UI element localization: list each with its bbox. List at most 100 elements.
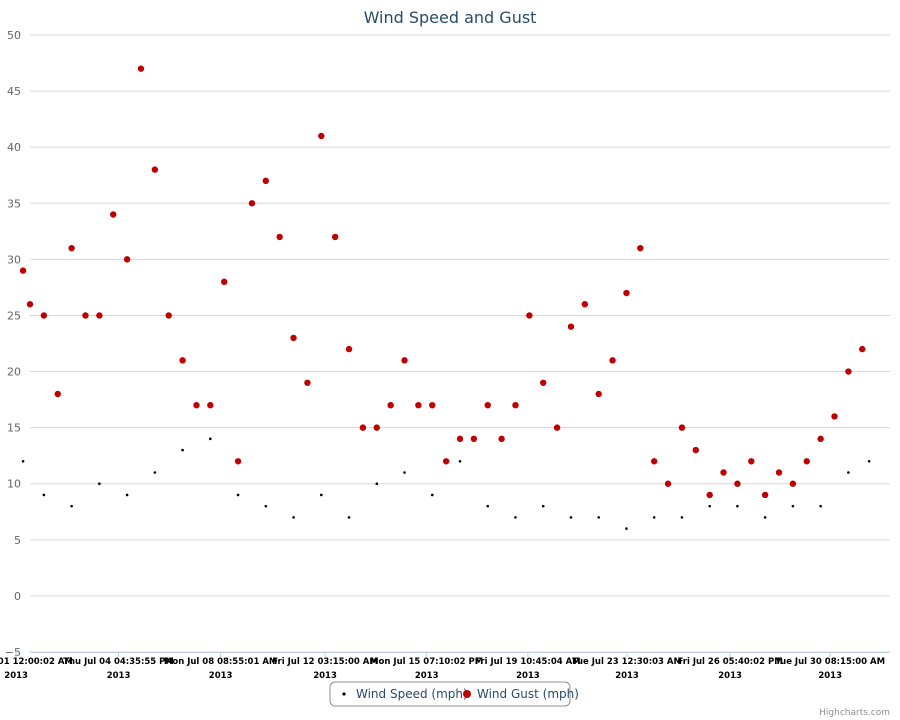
- y-tick-label: 30: [7, 253, 21, 266]
- gust-point: [26, 301, 34, 308]
- gust-point: [40, 312, 48, 319]
- gust-point: [664, 480, 672, 487]
- gust-point: [137, 65, 145, 72]
- grid-lines: [30, 34, 890, 653]
- speed-point: [319, 493, 323, 497]
- x-tick-label: Tue Jul 23 12:30:03 AM: [572, 657, 682, 667]
- speed-point: [791, 504, 795, 508]
- speed-point: [21, 459, 25, 463]
- gust-point: [789, 480, 797, 487]
- speed-point: [125, 493, 129, 497]
- chart-title: Wind Speed and Gust: [364, 8, 537, 27]
- gust-point: [470, 435, 478, 443]
- legend-item-wind-gust[interactable]: Wind Gust (mph): [463, 687, 579, 701]
- gust-point: [179, 357, 186, 364]
- gust-point: [498, 435, 505, 443]
- gust-point: [720, 469, 727, 476]
- series-wind-gust: [19, 65, 866, 499]
- x-tick-label: Mon Jul 15 07:10:02 PM: [370, 657, 483, 667]
- gust-point: [706, 491, 713, 499]
- series-wind-speed: [21, 437, 871, 530]
- speed-point: [541, 504, 545, 508]
- gust-point: [817, 435, 824, 443]
- gust-point: [248, 200, 256, 207]
- gust-point: [82, 312, 89, 319]
- speed-point: [763, 516, 767, 519]
- gust-point: [442, 458, 450, 465]
- gust-point: [609, 357, 616, 364]
- x-tick-label: Mon Jul 01 12:00:02 AM: [0, 657, 73, 667]
- y-tick-label: 20: [7, 366, 21, 379]
- gust-point: [637, 244, 644, 252]
- gust-point: [803, 458, 810, 465]
- speed-point: [264, 504, 268, 508]
- gust-point: [650, 458, 658, 465]
- y-tick-label: 40: [7, 141, 21, 154]
- y-tick-label: 50: [7, 29, 21, 42]
- x-tick-year: 2013: [516, 671, 540, 681]
- gust-point: [331, 233, 339, 241]
- gust-point: [415, 402, 422, 409]
- x-tick-label: Thu Jul 04 04:35:55 PM: [63, 657, 174, 667]
- speed-point: [236, 493, 240, 497]
- speed-point: [847, 471, 850, 474]
- speed-point: [486, 504, 490, 508]
- gust-point: [526, 312, 533, 319]
- gust-point: [387, 402, 394, 409]
- speed-point: [153, 471, 157, 474]
- legend-label-wind-speed[interactable]: Wind Speed (mph): [356, 687, 468, 701]
- gust-point: [359, 424, 367, 431]
- speed-point: [652, 516, 656, 519]
- speed-point: [70, 504, 73, 508]
- gust-point: [845, 368, 852, 375]
- speed-point: [569, 516, 573, 519]
- x-tick-year: 2013: [718, 671, 742, 681]
- gust-point: [123, 256, 131, 263]
- gust-point: [692, 446, 700, 454]
- gust-point: [110, 211, 117, 218]
- legend-label-wind-gust[interactable]: Wind Gust (mph): [477, 687, 579, 701]
- gust-point: [262, 177, 270, 185]
- gust-point: [193, 402, 200, 409]
- x-tick-year: 2013: [209, 671, 233, 681]
- gust-point: [290, 334, 297, 342]
- legend-box: [329, 681, 571, 707]
- speed-point: [375, 482, 379, 486]
- speed-point: [819, 504, 822, 508]
- y-tick-label: 45: [7, 85, 21, 98]
- x-tick-year: 2013: [415, 671, 439, 681]
- x-tick-year: 2013: [818, 671, 842, 681]
- gust-point: [345, 345, 353, 353]
- speed-point: [458, 459, 462, 463]
- gust-point: [151, 166, 159, 173]
- legend-item-wind-speed[interactable]: Wind Speed (mph): [342, 687, 468, 701]
- gust-point: [19, 267, 27, 274]
- gust-point: [484, 402, 491, 409]
- gust-point: [734, 480, 741, 487]
- gust-point: [678, 424, 686, 431]
- x-tick-label: Fri Jul 12 03:15:00 AM: [272, 657, 377, 667]
- x-tick-year: 2013: [4, 671, 28, 681]
- y-tick-label: 25: [7, 309, 21, 322]
- legend[interactable]: Wind Speed (mph) Wind Gust (mph): [329, 681, 579, 707]
- credits-link[interactable]: Highcharts.com: [819, 708, 890, 718]
- x-tick-year: 2013: [615, 671, 639, 681]
- gust-point: [581, 301, 589, 308]
- speed-point: [867, 459, 871, 463]
- gust-point: [207, 402, 214, 409]
- x-tick-year: 2013: [107, 671, 131, 681]
- speed-point: [680, 516, 684, 519]
- speed-point: [403, 471, 406, 474]
- gust-point: [775, 469, 783, 476]
- gust-point: [401, 357, 408, 364]
- y-tick-label: 15: [7, 422, 21, 435]
- speed-point: [736, 504, 739, 508]
- speed-point: [347, 516, 351, 519]
- gust-point: [859, 345, 866, 353]
- gust-point: [623, 289, 630, 297]
- y-tick-label: 35: [7, 197, 21, 210]
- x-tick-label: Mon Jul 08 08:55:01 AM: [164, 657, 277, 667]
- speed-point: [42, 493, 46, 497]
- gust-point: [761, 491, 769, 499]
